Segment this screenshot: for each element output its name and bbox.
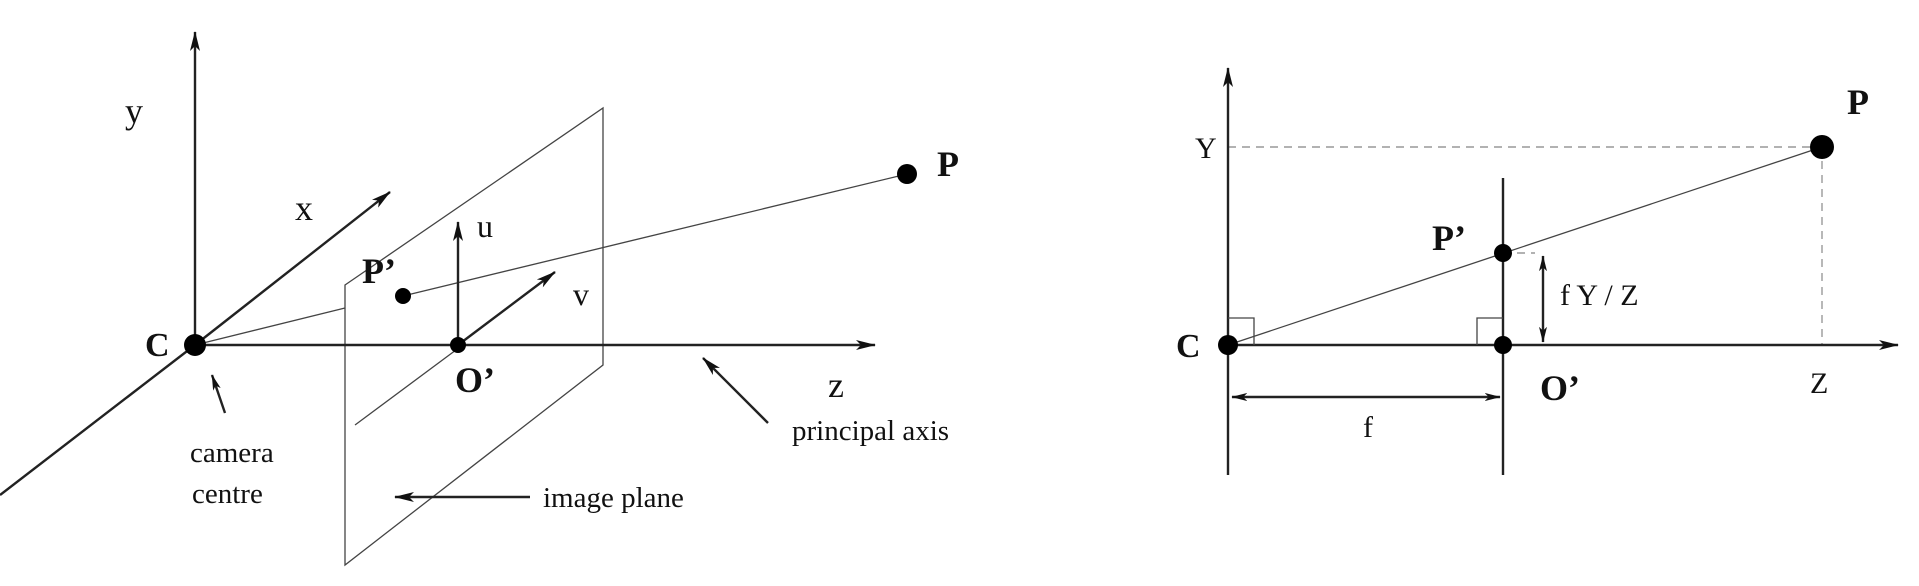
right-angle-mark-o [1476, 317, 1503, 345]
principal-axis-pointer [702, 357, 769, 424]
v-axis [457, 271, 556, 346]
camera-centre-label-line1: camera [190, 437, 274, 469]
x-axis-label: x [295, 188, 313, 228]
plane-inner-line [354, 346, 461, 426]
o-prime-point-right [1494, 336, 1512, 354]
o-prime-label: O’ [455, 360, 495, 400]
p-prime-point-right [1494, 244, 1512, 262]
o-prime-point [450, 337, 466, 353]
p-point [897, 164, 917, 184]
ray-c-to-plane [194, 307, 346, 346]
z-axis-label: z [828, 365, 844, 405]
projection-label: f Y / Z [1560, 279, 1639, 312]
p-prime-label-right: P’ [1432, 218, 1466, 258]
p-prime-label: P’ [362, 251, 396, 291]
u-axis-label: u [477, 208, 493, 244]
o-prime-label-right: O’ [1540, 368, 1580, 408]
right-diagram: Y Z C P P’ O’ f f Y / Z [1176, 67, 1899, 475]
camera-centre-pointer [210, 374, 227, 414]
camera-point-label: C [145, 327, 170, 364]
left-diagram: y x z u v C P P’ O’ camera centre princi… [0, 31, 959, 567]
p-prime-point [395, 288, 411, 304]
camera-point-label-right: C [1176, 328, 1201, 365]
image-plane-label: image plane [543, 482, 684, 514]
y-axis-label: y [125, 91, 143, 131]
ray-pprime-to-p [402, 173, 908, 297]
p-label: P [937, 144, 959, 184]
p-label-right: P [1847, 82, 1869, 122]
camera-centre-label-line2: centre [192, 478, 263, 510]
camera-centre-point-right [1218, 335, 1238, 355]
x-axis [194, 191, 391, 346]
ray-c-to-p-right [1227, 146, 1823, 346]
p-point-right [1810, 135, 1834, 159]
focal-length-label: f [1363, 411, 1373, 444]
right-angle-mark-c [1228, 317, 1255, 345]
x-axis-back [0, 344, 196, 496]
y-axis-label-right: Y [1195, 132, 1217, 165]
z-axis-label-right: Z [1810, 367, 1828, 400]
principal-axis-label: principal axis [792, 415, 949, 447]
image-plane-shape [344, 106, 604, 567]
camera-centre-point [184, 334, 206, 356]
v-axis-label: v [573, 276, 589, 312]
